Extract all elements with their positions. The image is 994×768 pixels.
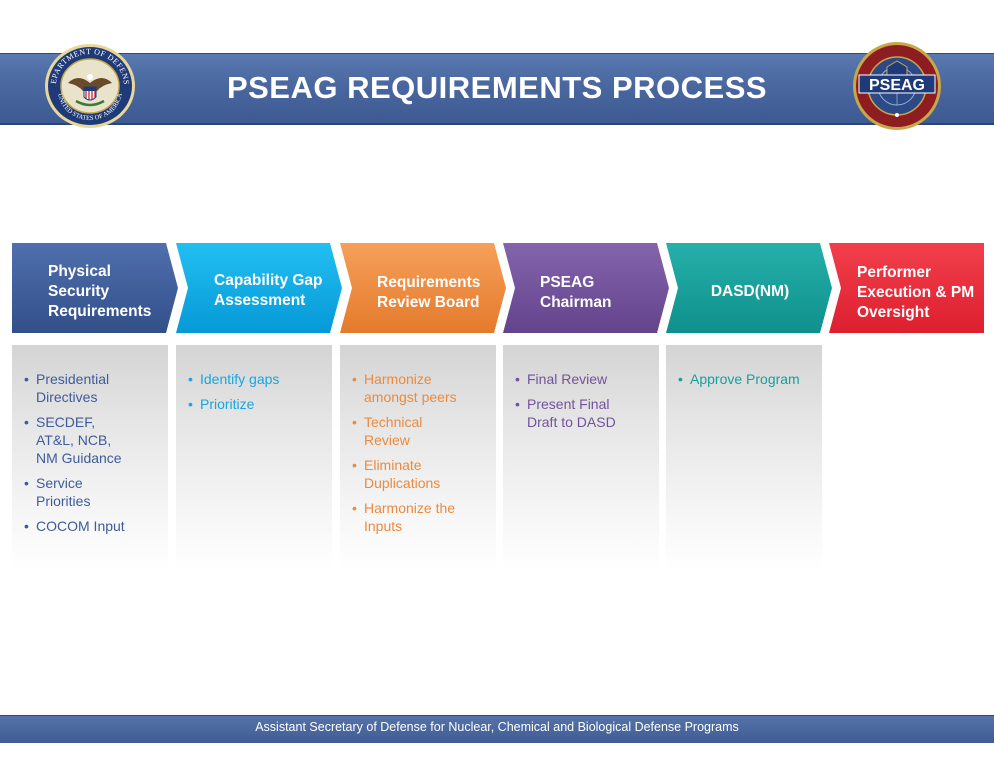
list-item: Present Final Draft to DASD xyxy=(503,395,659,431)
chevron-step-2 xyxy=(176,243,342,333)
step-4-label: PSEAG Chairman xyxy=(540,274,612,311)
chevron-step-1 xyxy=(12,243,178,333)
list-item: Service Priorities xyxy=(12,474,168,510)
list-item: Prioritize xyxy=(176,395,332,413)
list-item: Harmonize amongst peers xyxy=(340,370,496,406)
svg-text:PSEAG: PSEAG xyxy=(869,77,925,94)
step-5-details: Approve Program xyxy=(666,345,822,570)
step-1-label: Physical Security Requirements xyxy=(48,263,152,320)
list-item: Eliminate Duplications xyxy=(340,456,496,492)
list-item: Identify gaps xyxy=(176,370,332,388)
list-item: Technical Review xyxy=(340,413,496,449)
footer-text: Assistant Secretary of Defense for Nucle… xyxy=(255,720,739,734)
dod-seal-logo: DEPARTMENT OF DEFENSE UNITED STATES OF A… xyxy=(44,43,135,128)
step-3-label: Requirements Review Board xyxy=(377,274,481,311)
step-2-label: Capability Gap Assessment xyxy=(214,272,323,309)
list-item: SECDEF, AT&L, NCB, NM Guidance xyxy=(12,413,168,467)
chevron-step-5 xyxy=(666,243,832,333)
step-6-label: Performer Execution & PM Oversight xyxy=(857,264,975,321)
header-bar xyxy=(0,53,994,125)
footer-bar xyxy=(0,715,994,743)
list-item: Presidential Directives xyxy=(12,370,168,406)
step-4-details: Final Review Present Final Draft to DASD xyxy=(503,345,659,570)
step-2-details: Identify gaps Prioritize xyxy=(176,345,332,570)
list-item: COCOM Input xyxy=(12,517,168,535)
chevron-step-4 xyxy=(503,243,669,333)
list-item: Approve Program xyxy=(666,370,822,388)
step-5-label: DASD(NM) xyxy=(710,283,790,300)
step-3-details: Harmonize amongst peers Technical Review… xyxy=(340,345,496,570)
chevron-step-3 xyxy=(340,243,506,333)
list-item: Final Review xyxy=(503,370,659,388)
chevron-step-6 xyxy=(829,243,984,333)
pseag-logo: PSEAG xyxy=(853,42,941,130)
step-1-details: Presidential Directives SECDEF, AT&L, NC… xyxy=(12,345,168,570)
list-item: Harmonize the Inputs xyxy=(340,499,496,535)
page-title: PSEAG REQUIREMENTS PROCESS xyxy=(226,70,768,105)
